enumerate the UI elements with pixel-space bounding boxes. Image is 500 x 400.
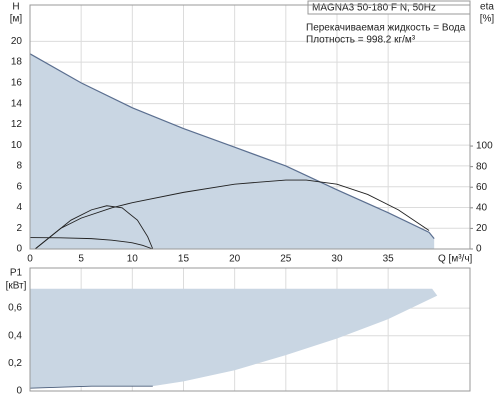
x-tick-label: 20 [229,254,241,265]
y2-tick-label: 60 [476,182,488,193]
x-axis-label: Q [м³/ч] [438,254,473,265]
y-tick-label: 10 [11,140,23,151]
y2-tick-label: 20 [476,223,488,234]
line [29,237,153,250]
y-tick-label: 4 [16,202,22,213]
plot-frame [29,267,471,392]
line [29,385,153,389]
y2-tick-label: 80 [476,161,488,172]
y-tick-label: 0 [16,244,22,255]
y-tick-label: 12 [11,119,23,130]
plot-frame [29,4,471,250]
line [34,205,154,250]
y-tick-label: 14 [11,98,23,109]
x-tick-label: 0 [27,254,33,265]
y-tick-label: 0,2 [8,358,22,369]
y-tick-label: 2 [16,223,22,234]
annotation: Перекачиваемая жидкость = Вода [306,23,466,34]
x-tick-label: 25 [280,254,292,265]
y2-tick-label: 100 [476,141,493,152]
annotation: Плотность = 998.2 кг/м³ [306,35,416,46]
y-axis-label: H [12,2,19,13]
area [30,288,438,389]
y-axis-unit: [м] [10,14,23,25]
x-tick-label: 10 [127,254,139,265]
x-tick-label: 5 [78,254,84,265]
y-tick-label: 0,6 [8,303,22,314]
y2-tick-label: 0 [476,244,482,255]
x-tick-label: 35 [383,254,395,265]
y2-axis-unit: [%] [480,14,495,25]
y-tick-label: 20 [11,36,23,47]
y-tick-label: 16 [11,78,23,89]
area [30,53,435,249]
y-tick-label: 6 [16,181,22,192]
y-tick-label: 0 [16,386,22,397]
y-axis-unit: [кВт] [6,281,27,292]
y2-tick-label: 40 [476,202,488,213]
x-tick-label: 30 [331,254,343,265]
line [29,53,435,239]
line [34,179,430,250]
y-tick-label: 18 [11,57,23,68]
y-axis-label: P1 [10,268,23,279]
chart-title: MAGNA3 50-180 F N, 50Hz [312,3,436,14]
y-tick-label: 0,4 [8,330,22,341]
y2-axis-label: eta [480,2,494,13]
x-tick-label: 15 [178,254,190,265]
y-tick-label: 8 [16,161,22,172]
